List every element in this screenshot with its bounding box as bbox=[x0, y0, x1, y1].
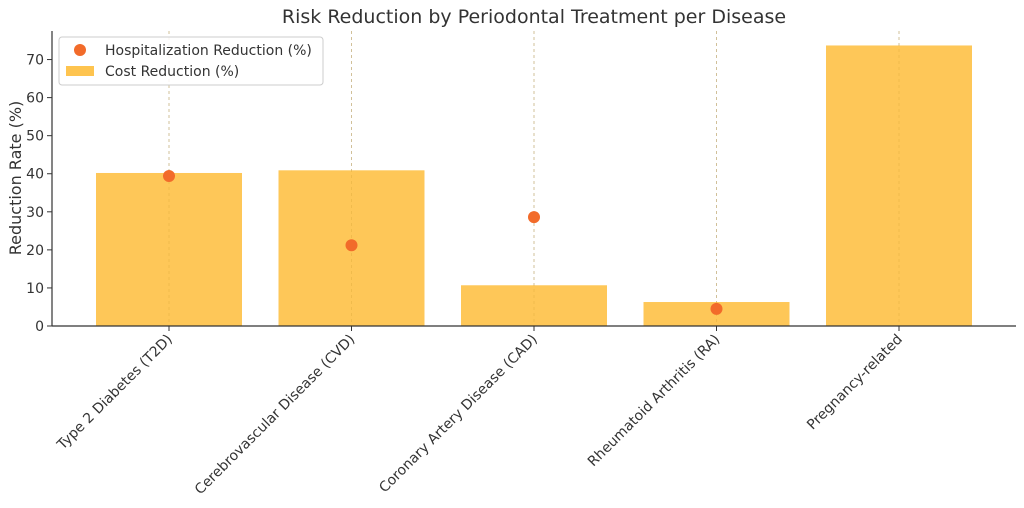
y-axis-label: Reduction Rate (%) bbox=[6, 101, 25, 256]
cost-reduction-bars bbox=[96, 45, 972, 327]
x-tick-label: Coronary Artery Disease (CAD) bbox=[376, 332, 541, 497]
point-hospitalization-reduction bbox=[528, 211, 540, 224]
x-ticks: Type 2 Diabetes (T2D) Cerebrovascular Dis… bbox=[54, 326, 906, 498]
bar-cost-reduction bbox=[461, 285, 607, 326]
legend: Hospitalization Reduction (%) Cost Reduc… bbox=[58, 36, 324, 86]
y-tick-label: 30 bbox=[26, 205, 44, 221]
y-tick-label: 40 bbox=[26, 167, 44, 183]
y-tick-label: 10 bbox=[26, 281, 44, 297]
bar-cost-reduction bbox=[826, 45, 972, 327]
x-tick-label: Rheumatoid Arthritis (RA) bbox=[585, 332, 723, 470]
bar-cost-reduction bbox=[96, 172, 242, 326]
point-hospitalization-reduction bbox=[345, 239, 358, 252]
hospitalization-points bbox=[163, 170, 723, 315]
x-tick-label: Pregnancy-related bbox=[804, 332, 906, 434]
legend-label-hospitalization: Hospitalization Reduction (%) bbox=[105, 43, 312, 59]
chart-title: Risk Reduction by Periodontal Treatment … bbox=[282, 6, 786, 28]
y-ticks: 0 10 20 30 40 50 60 70 bbox=[26, 53, 52, 335]
y-tick-label: 70 bbox=[26, 53, 44, 69]
point-hospitalization-reduction bbox=[163, 170, 175, 183]
legend-label-cost: Cost Reduction (%) bbox=[105, 64, 239, 80]
y-tick-label: 0 bbox=[35, 319, 44, 335]
y-tick-label: 50 bbox=[26, 129, 44, 145]
y-tick-label: 20 bbox=[26, 243, 44, 259]
x-tick-label: Type 2 Diabetes (T2D) bbox=[54, 332, 176, 454]
x-tick-label: Cerebrovascular Disease (CVD) bbox=[192, 332, 358, 498]
legend-marker-cost bbox=[66, 66, 94, 76]
point-hospitalization-reduction bbox=[710, 302, 723, 315]
y-tick-label: 60 bbox=[26, 91, 44, 107]
legend-box bbox=[58, 36, 324, 86]
legend-marker-hospitalization bbox=[74, 44, 86, 56]
